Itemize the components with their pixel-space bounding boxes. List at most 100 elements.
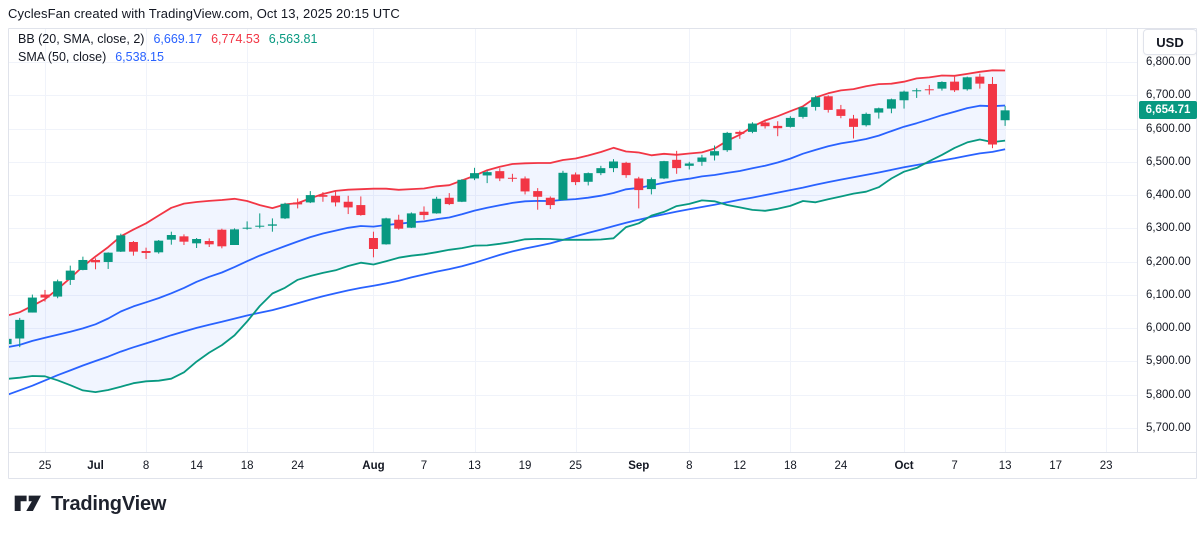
tradingview-logo-icon: [14, 495, 41, 511]
candle-sep-10: [710, 145, 720, 161]
chart-title: CyclesFan created with TradingView.com, …: [8, 6, 400, 21]
candles-group: [8, 73, 1010, 348]
bb-lower-line: [8, 138, 1006, 394]
bb-lower-value: 6,563.81: [268, 32, 318, 46]
candle-aug-14: [482, 170, 492, 184]
candle-jul-18: [242, 221, 252, 230]
price-tick-label: 6,100.00: [1146, 288, 1191, 301]
candle-jul-14: [192, 238, 202, 248]
legend-row-sma[interactable]: SMA (50, close) 6,538.15: [18, 49, 317, 65]
price-tick-label: 5,900.00: [1146, 355, 1191, 368]
candle-jun-27: [65, 265, 75, 285]
candle-sep-17: [773, 121, 783, 137]
candle-sep-30: [886, 98, 896, 114]
candle-aug-1: [368, 231, 378, 258]
candle-aug-22: [558, 170, 568, 201]
time-tick-label: 13: [468, 460, 481, 472]
candle-aug-28: [608, 159, 618, 173]
candle-jul-28: [318, 192, 328, 202]
candle-sep-19: [798, 106, 808, 119]
candle-aug-4: [381, 217, 391, 245]
time-axis[interactable]: 25 Jul 8 14 18 24 Aug 7 13 19 25 Sep 8 12 18 24 Oct 7 13 17…: [0, 452, 1200, 478]
time-tick-label: 25: [569, 460, 582, 472]
candle-sep-3: [646, 177, 656, 195]
candle-jul-17: [229, 228, 239, 246]
candle-oct-7: [950, 76, 960, 92]
time-tick-label: 8: [686, 460, 693, 472]
bb-basis-value: 6,669.17: [153, 32, 203, 46]
candle-aug-18: [507, 173, 517, 182]
candle-jul-23: [280, 202, 290, 220]
chart-frame: [8, 28, 1197, 479]
candle-aug-19: [520, 176, 530, 195]
currency-toggle-button[interactable]: USD: [1143, 29, 1197, 55]
bb-upper-value: 6,774.53: [211, 32, 260, 46]
candle-oct-10: [987, 76, 997, 149]
candle-jul-15: [204, 238, 214, 247]
time-tick-label: 24: [834, 460, 848, 472]
candle-aug-11: [444, 193, 454, 206]
price-tick-label: 6,200.00: [1146, 255, 1191, 268]
time-tick-label: 25: [38, 460, 52, 472]
candle-sep-4: [659, 160, 669, 180]
tradingview-logo[interactable]: TradingView: [14, 492, 166, 516]
candle-sep-26: [861, 112, 871, 127]
candle-aug-5: [394, 214, 404, 230]
price-tick-label: 6,600.00: [1146, 122, 1191, 135]
candle-jul-10: [166, 231, 176, 245]
time-tick-label-month: Jul: [87, 460, 104, 472]
candle-sep-29: [874, 107, 884, 119]
price-tick-label: 6,700.00: [1146, 89, 1191, 102]
candle-jul-31: [356, 196, 366, 216]
candle-jul-2: [103, 252, 113, 269]
candle-jul-30: [343, 195, 353, 215]
price-tick-label: 6,800.00: [1146, 56, 1191, 68]
price-tick-label: 6,000.00: [1146, 322, 1191, 335]
time-tick-label-month: Sep: [628, 460, 650, 472]
time-tick-label-month: Oct: [894, 460, 914, 472]
candle-jul-1: [91, 258, 101, 270]
candle-aug-15: [495, 168, 505, 182]
candle-jul-25: [305, 191, 315, 204]
legend-row-bollinger[interactable]: BB (20, SMA, close, 2) 6,669.17 6,774.53 6,…: [18, 31, 317, 47]
candle-jun-26: [53, 279, 63, 299]
tradingview-logo-text: TradingView: [51, 492, 167, 515]
candle-sep-12: [735, 130, 745, 139]
candle-aug-27: [596, 165, 606, 176]
candle-aug-20: [533, 188, 543, 210]
price-axis[interactable]: 6,800.00 6,700.00 6,600.00 6,500.00 6,400.00…: [1138, 28, 1200, 452]
candle-aug-26: [583, 172, 593, 186]
last-price-badge: 6,654.71: [1139, 101, 1197, 120]
candle-sep-11: [722, 131, 732, 152]
candle-jul-9: [154, 240, 164, 254]
candle-jul-21: [255, 213, 265, 229]
time-tick-label: 24: [291, 460, 305, 472]
candle-jul-24: [293, 198, 303, 209]
candle-jul-22: [267, 218, 277, 232]
time-tick-label: 18: [240, 460, 254, 472]
bollinger-band-fill: [8, 70, 1006, 393]
candle-sep-18: [785, 116, 795, 128]
candle-sep-8: [684, 161, 694, 170]
time-tick-label: 7: [951, 460, 958, 472]
price-tick-label: 5,700.00: [1146, 422, 1191, 434]
candle-oct-6: [937, 81, 947, 91]
candle-oct-2: [912, 88, 922, 98]
sma-legend-label: SMA (50, close): [18, 50, 107, 64]
candle-oct-13: [1000, 105, 1010, 126]
indicator-legend: BB (20, SMA, close, 2) 6,669.17 6,774.53 6,…: [18, 31, 317, 67]
candle-sep-15: [747, 122, 757, 134]
candle-aug-29: [621, 161, 631, 178]
time-tick-label: 12: [733, 460, 747, 472]
plot-content: [8, 69, 1010, 396]
time-tick-label: 8: [142, 460, 150, 472]
candle-sep-25: [849, 114, 859, 139]
candle-jun-25: [40, 289, 50, 302]
candle-oct-1: [899, 90, 909, 109]
candle-jun-23: [15, 317, 25, 348]
time-tick-label: 23: [1099, 460, 1113, 472]
price-tick-label: 6,400.00: [1146, 189, 1191, 202]
candle-jun-30: [78, 256, 88, 271]
